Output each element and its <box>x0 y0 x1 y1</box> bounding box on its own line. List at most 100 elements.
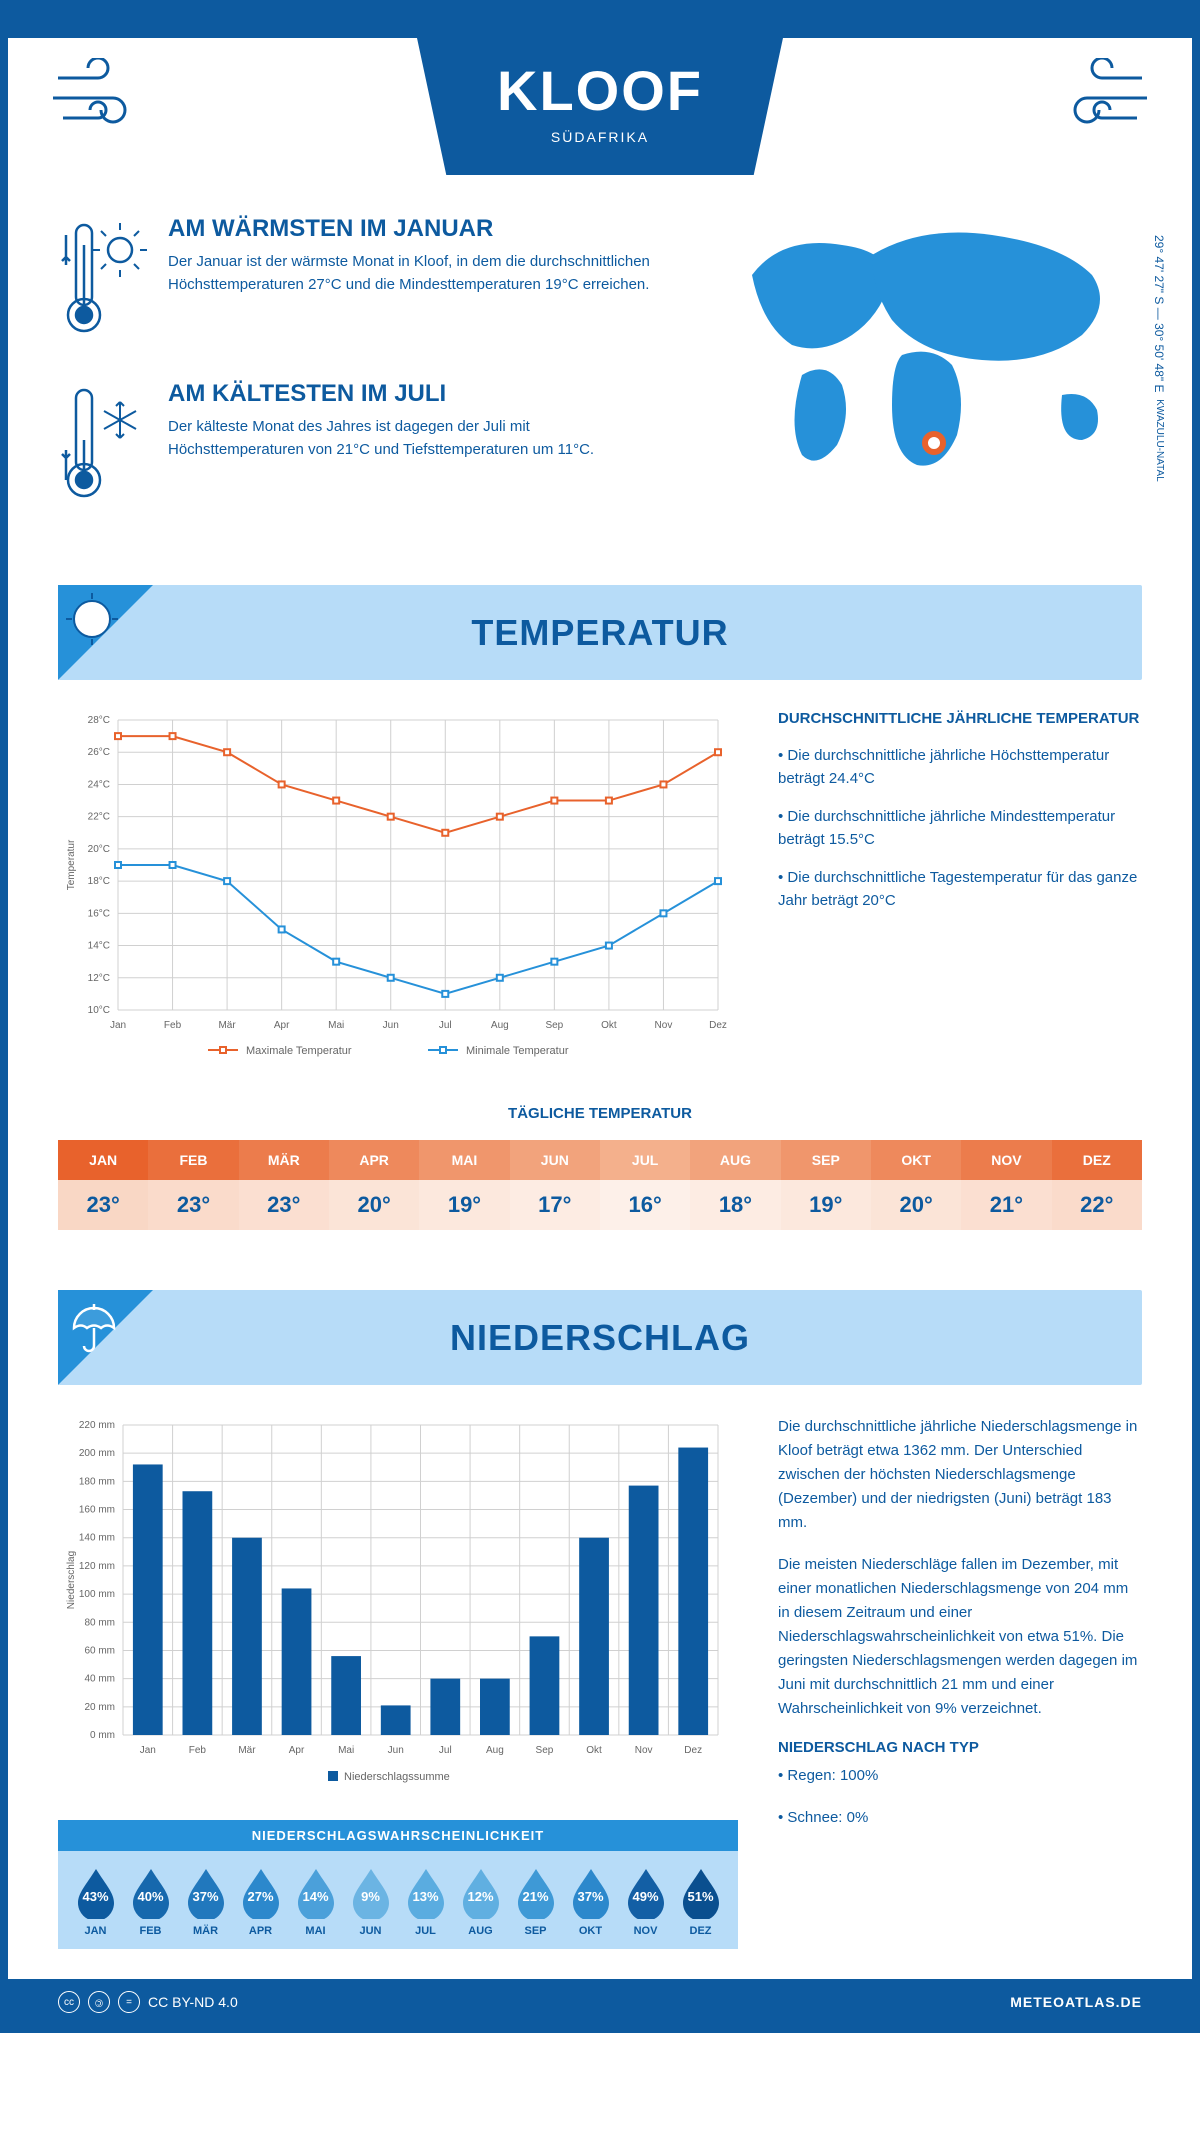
wind-icon-right <box>1032 38 1152 128</box>
svg-text:Temperatur: Temperatur <box>66 839 77 890</box>
svg-text:220 mm: 220 mm <box>79 1420 115 1431</box>
svg-text:Mai: Mai <box>338 1745 354 1756</box>
svg-text:22°C: 22°C <box>88 812 110 823</box>
daily-month-header: MAI <box>419 1140 509 1180</box>
coldest-text: Der kälteste Monat des Jahres ist dagege… <box>168 416 662 461</box>
warmest-block: AM WÄRMSTEN IM JANUAR Der Januar ist der… <box>58 215 662 350</box>
daily-temp-value: 20° <box>871 1180 961 1230</box>
svg-text:60 mm: 60 mm <box>84 1645 115 1656</box>
daily-temp-heading: TÄGLICHE TEMPERATUR <box>58 1105 1142 1122</box>
footer: cc 🄯 = CC BY-ND 4.0 METEOATLAS.DE <box>8 1979 1192 2025</box>
daily-month-header: APR <box>329 1140 419 1180</box>
svg-text:28°C: 28°C <box>88 715 110 726</box>
svg-text:18°C: 18°C <box>88 876 110 887</box>
svg-text:Niederschlagssumme: Niederschlagssumme <box>344 1771 450 1783</box>
daily-temp-value: 21° <box>961 1180 1051 1230</box>
svg-text:Maximale Temperatur: Maximale Temperatur <box>246 1045 352 1057</box>
coordinates: 29° 47' 27" S — 30° 50' 48" E KWAZULU-NA… <box>1152 235 1166 482</box>
svg-text:Dez: Dez <box>709 1020 727 1031</box>
svg-text:80 mm: 80 mm <box>84 1617 115 1628</box>
probability-drop: 21%SEP <box>514 1867 558 1937</box>
temperature-line-chart: 10°C12°C14°C16°C18°C20°C22°C24°C26°C28°C… <box>58 710 738 1075</box>
probability-drop: 43%JAN <box>74 1867 118 1937</box>
svg-text:24°C: 24°C <box>88 779 110 790</box>
daily-month-header: OKT <box>871 1140 961 1180</box>
daily-temp-value: 17° <box>510 1180 600 1230</box>
daily-month-header: DEZ <box>1052 1140 1142 1180</box>
svg-text:200 mm: 200 mm <box>79 1448 115 1459</box>
svg-text:180 mm: 180 mm <box>79 1476 115 1487</box>
svg-text:Jun: Jun <box>388 1745 404 1756</box>
svg-text:Nov: Nov <box>655 1020 673 1031</box>
header-band <box>8 8 1192 38</box>
warmest-text: Der Januar ist der wärmste Monat in Kloo… <box>168 251 662 296</box>
svg-text:Jul: Jul <box>439 1020 452 1031</box>
svg-text:20 mm: 20 mm <box>84 1702 115 1713</box>
daily-month-header: JUN <box>510 1140 600 1180</box>
cc-icon: cc <box>58 1991 80 2013</box>
svg-text:14°C: 14°C <box>88 941 110 952</box>
precip-type-line: • Schnee: 0% <box>778 1806 1142 1830</box>
svg-text:Minimale Temperatur: Minimale Temperatur <box>466 1045 569 1057</box>
precipitation-probability: NIEDERSCHLAGSWAHRSCHEINLICHKEIT 43%JAN40… <box>58 1820 738 1949</box>
svg-text:Dez: Dez <box>684 1745 702 1756</box>
svg-text:Jan: Jan <box>140 1745 156 1756</box>
footer-site: METEOATLAS.DE <box>1010 1994 1142 2010</box>
svg-text:40 mm: 40 mm <box>84 1674 115 1685</box>
temp-heading: TEMPERATUR <box>471 612 728 654</box>
daily-temperature: TÄGLICHE TEMPERATUR JANFEBMÄRAPRMAIJUNJU… <box>8 1105 1192 1270</box>
daily-temp-value: 19° <box>419 1180 509 1230</box>
svg-text:Okt: Okt <box>586 1745 602 1756</box>
precipitation-bar-chart: 0 mm20 mm40 mm60 mm80 mm100 mm120 mm140 … <box>58 1415 738 1795</box>
coldest-block: AM KÄLTESTEN IM JULI Der kälteste Monat … <box>58 380 662 515</box>
daily-month-header: FEB <box>148 1140 238 1180</box>
umbrella-icon <box>64 1296 124 1356</box>
probability-drop: 9%JUN <box>349 1867 393 1937</box>
svg-text:Aug: Aug <box>486 1745 504 1756</box>
precipitation-section-header: NIEDERSCHLAG <box>58 1290 1142 1385</box>
svg-text:Apr: Apr <box>274 1020 290 1031</box>
city-title: KLOOF <box>497 58 703 123</box>
svg-text:16°C: 16°C <box>88 908 110 919</box>
svg-text:140 mm: 140 mm <box>79 1533 115 1544</box>
temp-info-heading: DURCHSCHNITTLICHE JÄHRLICHE TEMPERATUR <box>778 710 1142 727</box>
svg-text:Feb: Feb <box>189 1745 207 1756</box>
by-icon: 🄯 <box>88 1991 110 2013</box>
probability-drop: 27%APR <box>239 1867 283 1937</box>
precip-type-line: • Regen: 100% <box>778 1764 1142 1788</box>
header: KLOOF SÜDAFRIKA <box>8 38 1192 175</box>
probability-drop: 49%NOV <box>624 1867 668 1937</box>
daily-month-header: SEP <box>781 1140 871 1180</box>
svg-text:100 mm: 100 mm <box>79 1589 115 1600</box>
probability-drop: 14%MAI <box>294 1867 338 1937</box>
svg-text:120 mm: 120 mm <box>79 1561 115 1572</box>
svg-text:12°C: 12°C <box>88 973 110 984</box>
daily-month-header: JAN <box>58 1140 148 1180</box>
svg-text:160 mm: 160 mm <box>79 1505 115 1516</box>
svg-text:Mär: Mär <box>218 1020 236 1031</box>
svg-text:Niederschlag: Niederschlag <box>66 1551 77 1609</box>
daily-temp-value: 19° <box>781 1180 871 1230</box>
temp-bullet: • Die durchschnittliche Tagestemperatur … <box>778 867 1142 912</box>
precip-heading: NIEDERSCHLAG <box>450 1317 750 1359</box>
footer-license: cc 🄯 = CC BY-ND 4.0 <box>58 1991 238 2013</box>
warmest-title: AM WÄRMSTEN IM JANUAR <box>168 215 662 243</box>
daily-temp-value: 16° <box>600 1180 690 1230</box>
daily-temp-value: 23° <box>58 1180 148 1230</box>
probability-drop: 40%FEB <box>129 1867 173 1937</box>
svg-text:Jul: Jul <box>439 1745 452 1756</box>
intro-left: AM WÄRMSTEN IM JANUAR Der Januar ist der… <box>58 215 662 545</box>
thermometer-hot-icon <box>58 215 148 350</box>
precipitation-left: 0 mm20 mm40 mm60 mm80 mm100 mm120 mm140 … <box>58 1415 738 1949</box>
daily-temp-value: 18° <box>690 1180 780 1230</box>
infographic-page: KLOOF SÜDAFRIKA AM WÄRMSTEN IM JANUAR De… <box>0 0 1200 2033</box>
svg-text:Sep: Sep <box>536 1745 554 1756</box>
svg-text:Feb: Feb <box>164 1020 182 1031</box>
intro-section: AM WÄRMSTEN IM JANUAR Der Januar ist der… <box>8 175 1192 565</box>
precip-text-1: Die durchschnittliche jährliche Niedersc… <box>778 1415 1142 1535</box>
daily-month-header: JUL <box>600 1140 690 1180</box>
precipitation-info: Die durchschnittliche jährliche Niedersc… <box>778 1415 1142 1949</box>
daily-month-header: NOV <box>961 1140 1051 1180</box>
temp-bullet: • Die durchschnittliche jährliche Höchst… <box>778 745 1142 790</box>
svg-text:26°C: 26°C <box>88 747 110 758</box>
